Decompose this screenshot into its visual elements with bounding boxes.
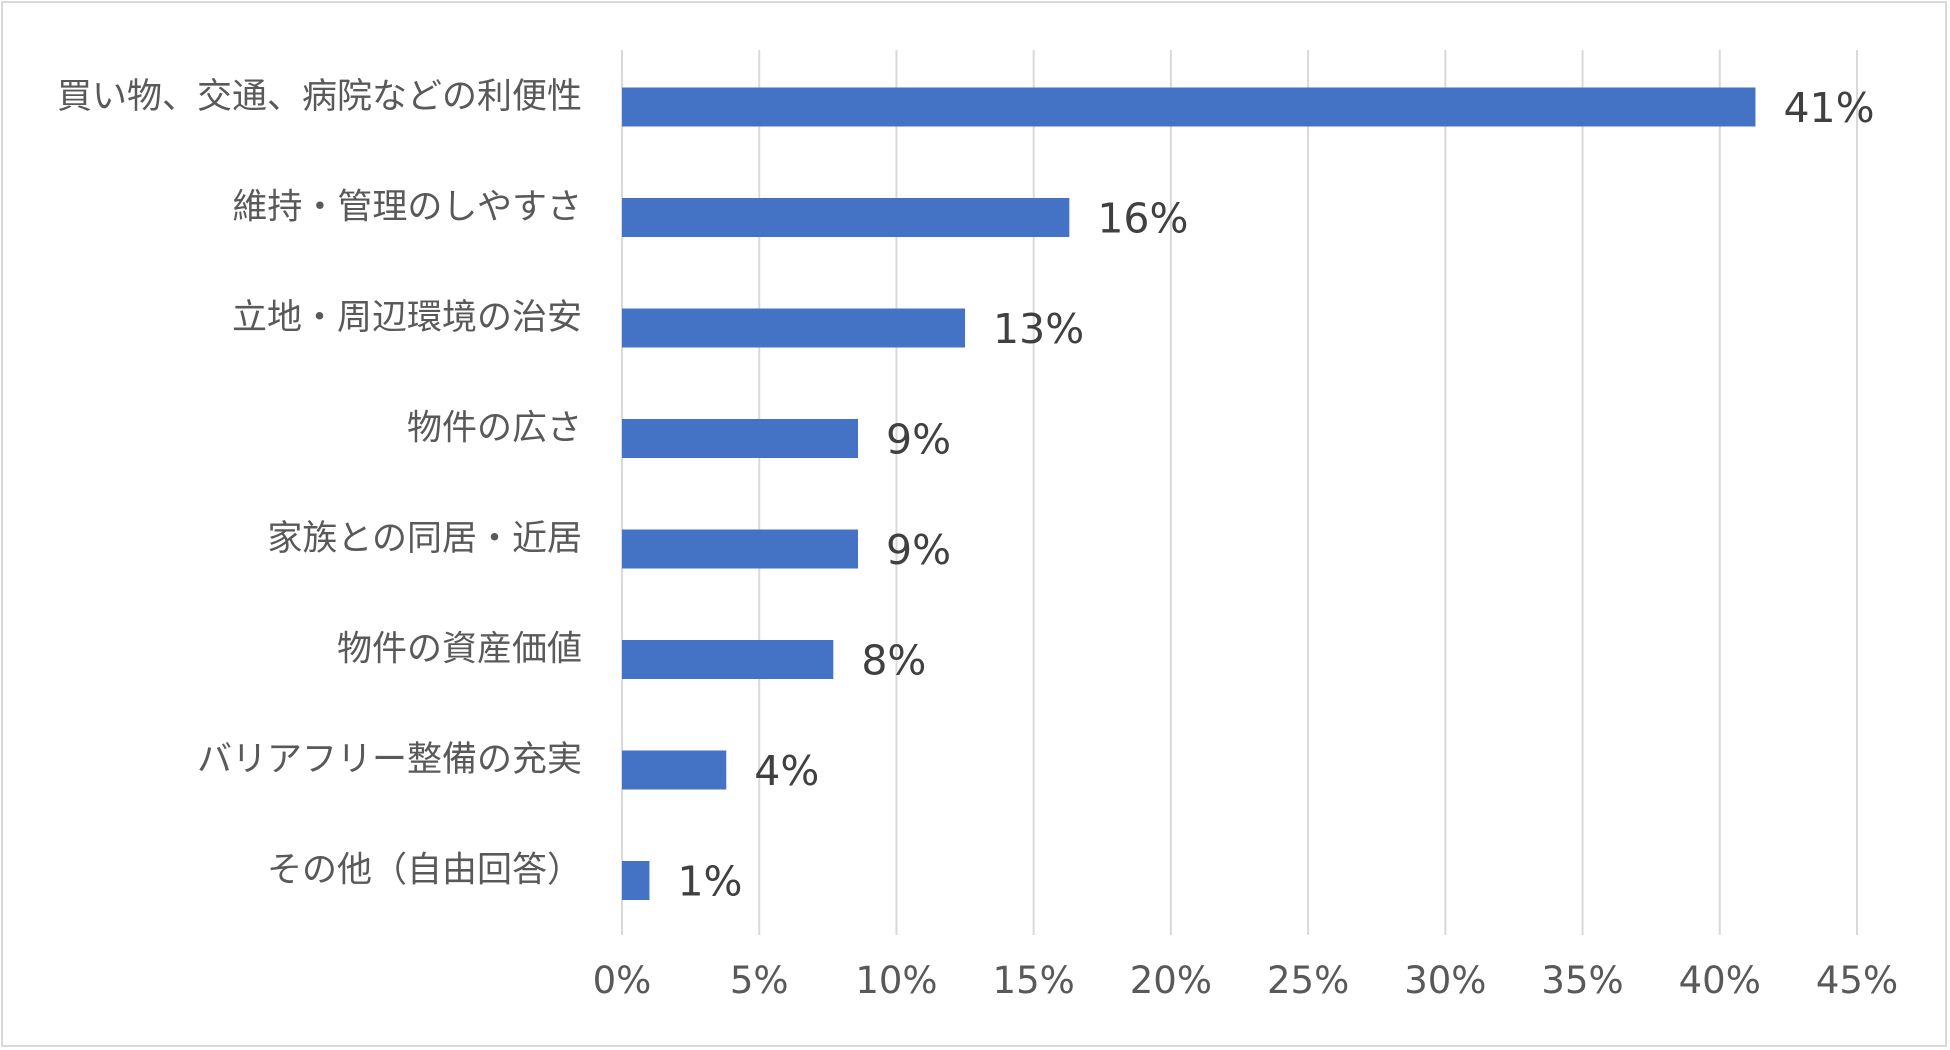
category-label: 立地・周辺環境の治安 [232,298,582,338]
bar [622,419,859,458]
category-label: 維持・管理のしやすさ [232,188,582,228]
x-tick-label: 20% [1130,959,1212,1002]
category-label: 家族との同居・近居 [267,519,582,559]
category-label: 物件の資産価値 [337,630,582,670]
x-tick-label: 30% [1404,959,1486,1002]
category-label: 物件の広さ [407,409,582,449]
x-tick-label: 40% [1679,959,1761,1002]
x-tick-label: 45% [1816,959,1898,1002]
bars [622,87,1756,900]
x-tick-label: 0% [593,959,652,1002]
bar [622,861,650,900]
bar [622,750,727,790]
bar [622,87,1756,127]
bar [622,529,859,569]
x-tick-label: 15% [993,959,1075,1002]
data-labels: 41% 16% 13% 9% 9% 8% 4% 1% [677,84,1874,906]
data-label: 16% [1097,195,1188,243]
x-tick-label: 25% [1267,959,1349,1002]
category-label: その他（自由回答） [267,851,582,891]
category-label: バリアフリー整備の充実 [197,740,582,780]
bar [622,308,966,348]
data-label: 8% [861,637,926,685]
x-tick-label: 5% [730,959,789,1002]
data-label: 4% [754,747,819,795]
bar [622,640,834,679]
data-label: 13% [993,305,1084,353]
x-axis-tick-labels: 0% 5% 10% 15% 20% 25% 30% 35% 40% 45% [593,959,1898,1002]
data-label: 9% [886,526,951,574]
data-label: 1% [677,858,742,906]
gridlines [621,50,1858,935]
data-label: 9% [886,416,951,464]
category-label: 買い物、交通、病院などの利便性 [57,77,582,117]
data-label: 41% [1783,84,1874,132]
bar [622,198,1070,237]
category-labels: 買い物、交通、病院などの利便性維持・管理のしやすさ立地・周辺環境の治安物件の広さ… [57,77,582,891]
x-tick-label: 10% [855,959,937,1002]
x-tick-label: 35% [1541,959,1623,1002]
